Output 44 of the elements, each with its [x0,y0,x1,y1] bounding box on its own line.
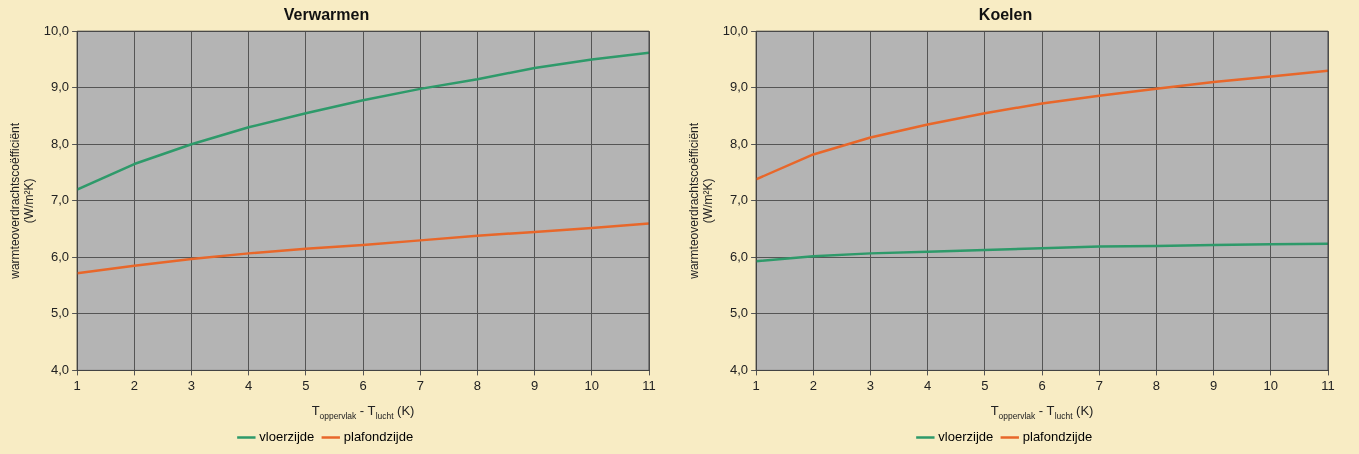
x-tick-label: 1 [752,377,760,393]
y-tick-label: 9,0 [51,79,70,95]
x-tick-label: 1 [73,377,81,393]
x-tick-label: 11 [642,377,656,393]
legend-label: plafondzijde [1022,429,1093,445]
chart-title: Koelen [978,6,1033,24]
x-tick-label: 9 [1210,377,1218,393]
y-tick-label: 10,0 [722,22,749,38]
x-tick-label: 7 [416,377,424,393]
y-tick-label: 5,0 [51,305,70,321]
x-tick-label: 4 [924,377,932,393]
y-tick-label: 7,0 [51,192,70,208]
x-tick-label: 2 [809,377,817,393]
legend-label: vloerzijde [259,429,315,445]
x-tick-label: 6 [1038,377,1046,393]
x-tick-label: 11 [1321,377,1335,393]
x-tick-label: 8 [1152,377,1161,393]
y-axis-title: warmteoverdrachtscoëfficiënt (W/m²K) [7,122,36,280]
y-tick-label: 4,0 [730,361,749,377]
y-tick-label: 4,0 [51,361,70,377]
x-tick-label: 3 [866,377,875,393]
y-tick-label: 8,0 [51,135,70,151]
y-tick-label: 8,0 [730,135,749,151]
x-tick-label: 9 [531,377,539,393]
chart-title: Verwarmen [283,6,370,24]
y-tick-label: 7,0 [730,192,749,208]
y-tick-label: 6,0 [51,248,70,264]
y-tick-label: 10,0 [43,22,70,38]
x-tick-label: 4 [245,377,253,393]
x-tick-label: 10 [1263,377,1279,393]
y-tick-label: 5,0 [730,305,749,321]
y-axis-title: warmteoverdrachtscoëfficiënt (W/m²K) [686,122,715,280]
y-tick-label: 6,0 [730,248,749,264]
x-tick-label: 7 [1095,377,1103,393]
y-tick-label: 9,0 [730,79,749,95]
x-tick-label: 5 [302,377,310,393]
x-tick-label: 2 [130,377,138,393]
legend-label: plafondzijde [343,429,414,445]
x-tick-label: 3 [187,377,196,393]
x-tick-label: 5 [981,377,989,393]
x-tick-label: 8 [473,377,482,393]
x-tick-label: 10 [584,377,600,393]
legend-label: vloerzijde [938,429,994,445]
x-tick-label: 6 [359,377,367,393]
